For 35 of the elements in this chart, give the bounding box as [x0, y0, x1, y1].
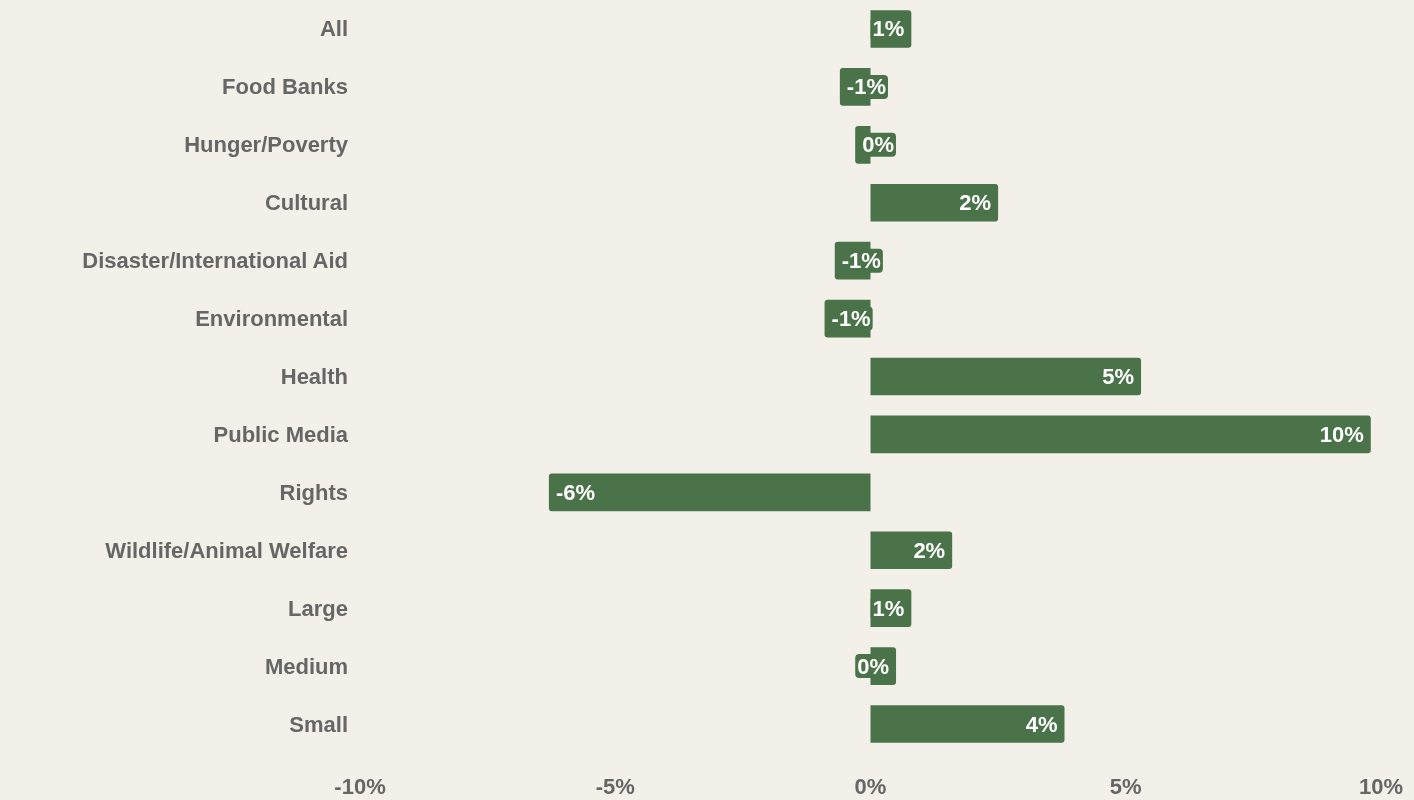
y-tick-label: Hunger/Poverty — [184, 132, 349, 158]
data-label: -6% — [555, 479, 596, 505]
y-tick-label: Small — [289, 711, 348, 737]
data-label: 4% — [1025, 711, 1058, 737]
bar — [870, 357, 1142, 396]
data-label: -1% — [841, 248, 881, 274]
y-tick-label: All — [319, 16, 348, 42]
y-tick-label: Cultural — [264, 190, 348, 216]
y-tick-label: Environmental — [195, 306, 348, 332]
y-tick-label: Public Media — [213, 421, 349, 447]
y-tick-label: Wildlife/Animal Welfare — [105, 537, 348, 563]
data-label: 5% — [1102, 364, 1135, 389]
y-tick-label: Medium — [264, 653, 348, 679]
data-label: -1% — [846, 74, 886, 100]
bar — [870, 705, 1065, 743]
x-tick-label: 0% — [854, 773, 887, 799]
x-tick-label: 5% — [1109, 773, 1142, 799]
data-label: 0% — [857, 653, 890, 679]
data-label: 2% — [959, 190, 992, 216]
x-tick-label: -10% — [334, 773, 386, 799]
y-tick-label: Food Banks — [222, 74, 348, 100]
data-label: 1% — [872, 16, 905, 42]
x-tick-label: -5% — [595, 773, 635, 799]
bar — [548, 473, 871, 512]
data-label: 10% — [1319, 421, 1364, 447]
x-tick-label: 10% — [1358, 773, 1404, 799]
y-tick-label: Disaster/International Aid — [82, 248, 348, 274]
y-tick-label: Health — [280, 364, 348, 389]
y-tick-label: Large — [288, 595, 348, 621]
data-label: -1% — [831, 306, 871, 332]
data-label: 1% — [872, 595, 905, 621]
data-label: 0% — [862, 132, 894, 158]
bar — [870, 415, 1371, 454]
y-tick-label: Rights — [279, 479, 348, 505]
data-label: 2% — [913, 537, 946, 563]
